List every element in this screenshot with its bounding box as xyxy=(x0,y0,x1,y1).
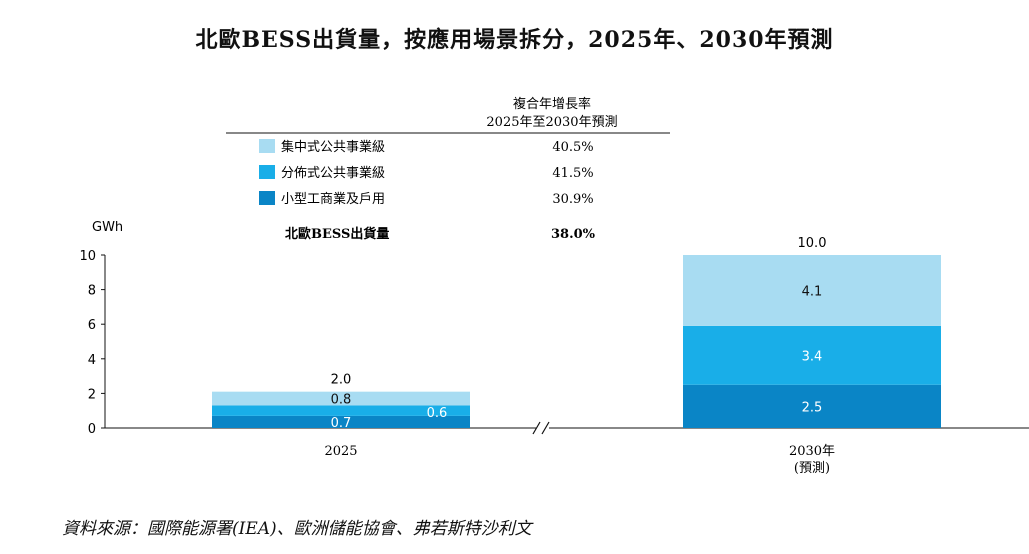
bar-1-segment-2 xyxy=(212,405,470,416)
bar-1-segment-1 xyxy=(212,415,470,428)
bess-chart: 複合年增長率 2025年至2030年預測 集中式公共事業級 40.5% 分佈式公共事… xyxy=(79,96,1029,476)
bar-1-total: 2.0 xyxy=(331,373,352,388)
y-axis-label: GWh xyxy=(92,220,123,235)
legend-total-label: 北歐BESS出貨量 xyxy=(285,226,389,242)
y-tick-label-0: 0 xyxy=(88,422,96,437)
x-tick-label-2-line-2: (預測) xyxy=(794,461,830,476)
y-tick-label-4: 4 xyxy=(88,353,96,368)
bar-2-segment-2 xyxy=(683,325,941,385)
chart-title: 北歐BESS出貨量，按應用場景拆分，2025年、2030年預測 xyxy=(195,27,834,53)
legend-total-cagr: 38.0% xyxy=(551,227,596,242)
y-tick-label-8: 8 xyxy=(88,284,96,299)
x-tick-label-1-line-1: 2025 xyxy=(324,444,357,459)
bar-1-segment-3 xyxy=(212,391,470,406)
legend-swatch-3 xyxy=(259,191,275,205)
bar-2-label-2: 3.4 xyxy=(802,349,823,364)
y-tick-label-6: 6 xyxy=(88,318,96,333)
legend-cagr-3: 30.9% xyxy=(552,192,593,207)
legend-header-line1: 複合年增長率 xyxy=(513,96,591,112)
legend-cagr-1: 40.5% xyxy=(552,140,593,155)
bar-1-label-1: 0.7 xyxy=(331,416,352,431)
legend-swatch-1 xyxy=(259,139,275,153)
y-tick-label-10: 10 xyxy=(79,249,96,264)
source-note: 資料來源：國際能源署(IEA)、歐洲儲能協會、弗若斯特沙利文 xyxy=(62,519,532,539)
legend-label-1: 集中式公共事業級 xyxy=(281,139,385,155)
bar-2-label-1: 2.5 xyxy=(802,400,823,415)
bar-2-total: 10.0 xyxy=(798,236,827,251)
legend-cagr-2: 41.5% xyxy=(552,166,593,181)
legend-label-2: 分佈式公共事業級 xyxy=(281,165,385,181)
bar-1-label-2: 0.6 xyxy=(427,406,448,421)
legend-header-line2: 2025年至2030年預測 xyxy=(486,115,617,130)
legend-swatch-2 xyxy=(259,165,275,179)
bar-2-segment-3 xyxy=(683,255,941,326)
legend-table: 複合年增長率 2025年至2030年預測 集中式公共事業級 40.5% 分佈式公共事… xyxy=(226,96,670,242)
x-tick-label-2-line-1: 2030年 xyxy=(789,444,835,459)
legend-label-3: 小型工商業及戶用 xyxy=(281,191,385,207)
bar-2-segment-1 xyxy=(683,384,941,428)
axis-break-marker xyxy=(532,421,550,435)
bar-2-label-3: 4.1 xyxy=(802,284,823,299)
bar-1-label-3: 0.8 xyxy=(331,393,352,408)
y-tick-label-2: 2 xyxy=(88,387,96,402)
